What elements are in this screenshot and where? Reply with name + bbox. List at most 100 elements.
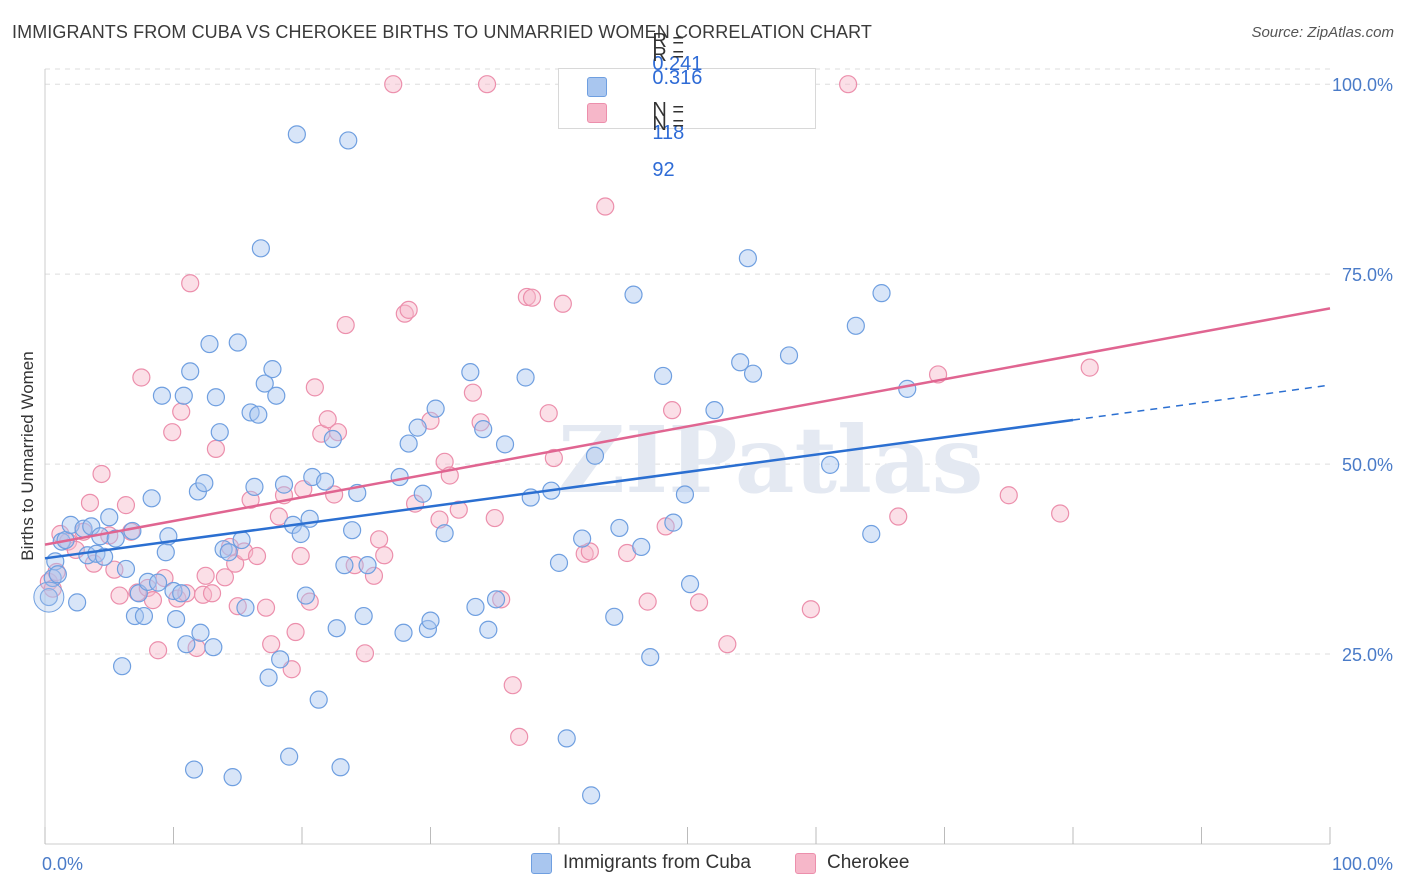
cherokee-point	[638, 592, 657, 611]
cherokee-point	[477, 75, 497, 94]
cherokee-point	[336, 315, 355, 335]
cuba-point	[219, 543, 238, 562]
cuba-point	[204, 638, 223, 657]
cuba-point	[210, 423, 229, 442]
cuba-point	[399, 434, 418, 453]
cherokee-point	[92, 464, 111, 484]
cuba-point	[653, 366, 673, 386]
cuba-point	[641, 647, 660, 667]
cuba-point	[585, 446, 605, 465]
cherokee-point	[172, 402, 191, 421]
cuba-point	[435, 524, 454, 543]
n-label: N =	[652, 113, 685, 135]
cherokee-point	[132, 368, 151, 387]
cherokee-point	[689, 593, 709, 612]
cuba-point	[872, 284, 891, 303]
cherokee-point	[286, 622, 305, 642]
cherokee-point	[517, 287, 536, 307]
r-label: R =	[652, 44, 685, 66]
cherokee-point	[193, 585, 213, 604]
cuba-point	[675, 485, 695, 504]
cuba-point	[177, 635, 196, 654]
cuba-point	[339, 131, 358, 150]
cherokee-point	[485, 508, 504, 528]
cuba-point	[138, 572, 157, 591]
y-tick-label: 50.0%	[1342, 455, 1393, 475]
cuba-point	[354, 606, 373, 626]
cuba-point	[206, 388, 226, 407]
cuba-point	[516, 368, 535, 387]
cuba-point	[181, 362, 200, 381]
cuba-point	[274, 475, 294, 494]
cuba-point	[296, 586, 315, 605]
cherokee-point	[399, 300, 418, 319]
cherokee-point	[553, 294, 572, 313]
cherokee-point	[269, 507, 288, 526]
cuba-point	[862, 524, 881, 544]
r-value-cuba: 0.241	[652, 52, 703, 75]
cuba-point	[573, 529, 592, 548]
cuba-swatch	[587, 77, 607, 97]
cuba-point	[610, 518, 629, 538]
cherokee-point	[345, 556, 364, 575]
y-tick-label: 25.0%	[1342, 645, 1393, 665]
cuba-point	[705, 401, 724, 420]
cherokee-point	[839, 75, 858, 94]
cuba-legend-swatch	[531, 852, 552, 874]
cuba-point	[223, 768, 242, 787]
cuba-point	[738, 249, 757, 268]
series-legend: Immigrants from Cuba Cherokee	[0, 852, 1406, 878]
n-value-cuba: 118	[652, 121, 685, 144]
cuba-point	[263, 360, 282, 379]
cuba-point	[184, 760, 204, 779]
cuba-point	[100, 508, 119, 527]
cuba-point	[95, 547, 114, 566]
cherokee-point	[196, 566, 215, 585]
cherokee-point	[370, 530, 389, 549]
cuba-point	[271, 650, 290, 669]
trendlines	[44, 307, 1331, 560]
cherokee-point	[449, 500, 468, 519]
cuba-point	[112, 657, 132, 676]
axes	[44, 69, 1331, 845]
cuba-point	[106, 529, 125, 548]
cherokee-point	[262, 635, 281, 654]
cuba-point	[421, 611, 440, 630]
cuba-point	[267, 386, 286, 405]
cuba-point	[123, 521, 142, 541]
y-axis-label: Births to Unmarried Women	[18, 351, 37, 560]
y-tick-label: 75.0%	[1342, 265, 1393, 285]
chart-title: IMMIGRANTS FROM CUBA VS CHEROKEE BIRTHS …	[12, 22, 873, 42]
cherokee-point	[999, 486, 1018, 505]
cherokee-point	[503, 676, 522, 695]
x-tick-labels: 0.0% 100.0%	[42, 854, 1393, 874]
cherokee-point	[889, 507, 908, 526]
cuba-point	[358, 556, 377, 575]
cherokee-point	[1051, 504, 1070, 523]
cuba-point	[148, 573, 168, 592]
cherokee-point	[492, 590, 511, 609]
cuba-point	[466, 597, 485, 617]
cuba-point	[474, 420, 493, 439]
cuba-point	[191, 623, 210, 642]
cherokee-point	[718, 635, 737, 654]
cuba-point	[846, 316, 865, 335]
cherokee-point	[463, 383, 483, 402]
cuba-point	[408, 418, 427, 437]
cherokee-point	[282, 660, 301, 679]
cuba-point	[779, 346, 799, 365]
cuba-point	[255, 374, 274, 393]
legend-label-cuba: Immigrants from Cuba	[563, 852, 751, 873]
n-label: N =	[652, 98, 685, 121]
cuba-point	[821, 455, 840, 474]
cuba-point-large	[33, 581, 65, 613]
cuba-point	[664, 513, 683, 532]
cuba-point	[236, 598, 255, 617]
cuba-point	[549, 553, 569, 572]
cherokee-point	[226, 554, 245, 573]
cuba-trendline-extension	[1072, 384, 1331, 421]
legend-item-cherokee: Cherokee	[795, 852, 909, 874]
legend-row-cherokee-text: R = 0.316 N = 92	[619, 21, 702, 205]
cherokee-point	[1080, 358, 1099, 377]
